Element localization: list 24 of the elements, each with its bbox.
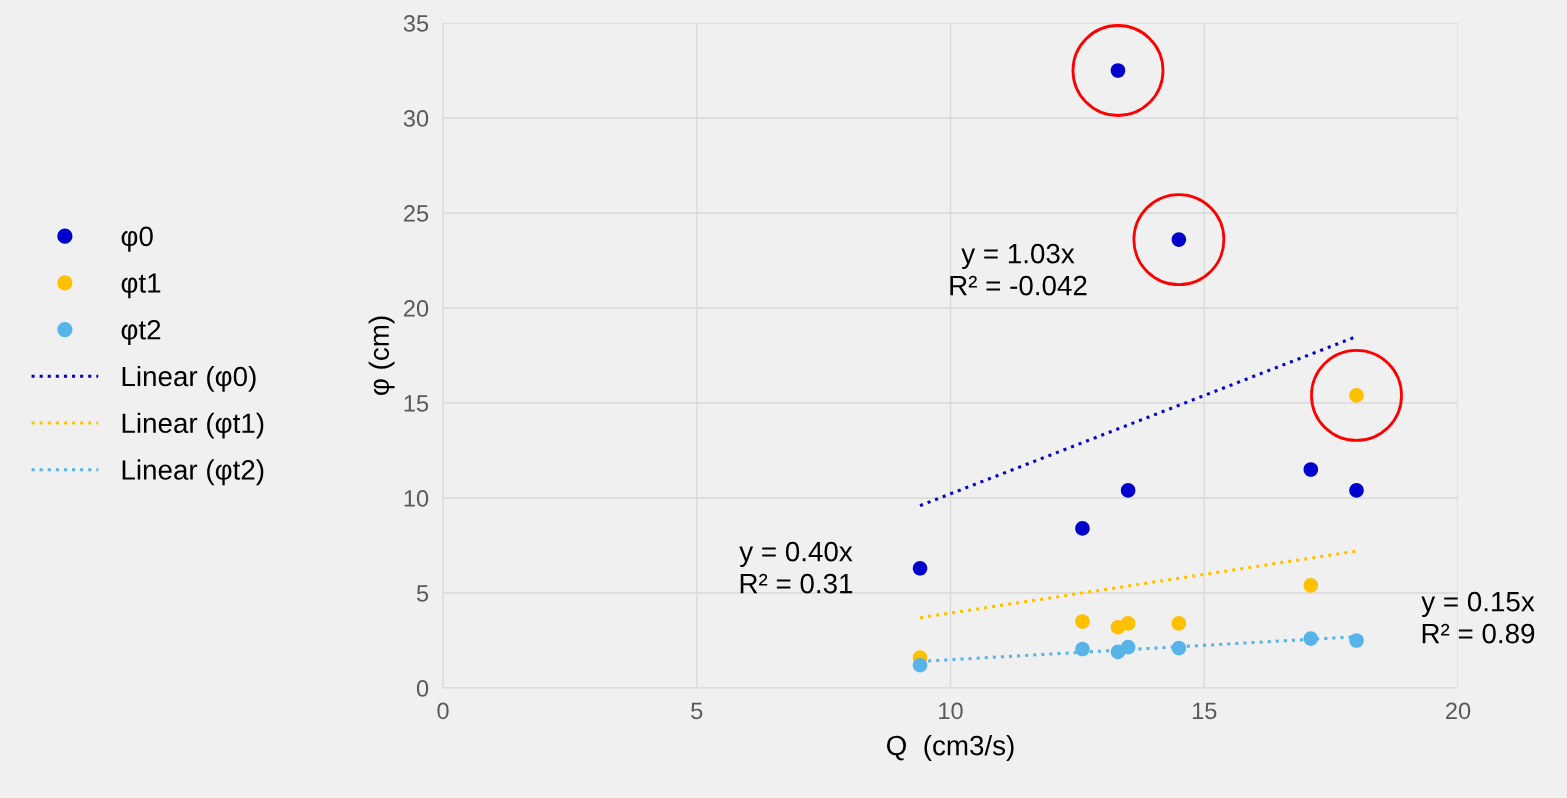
- y-tick-label: 15: [404, 395, 429, 412]
- x-tick-label: 0: [437, 702, 449, 720]
- y-axis-title: φ (cm): [368, 316, 395, 395]
- y-tick-label: 25: [404, 205, 429, 222]
- y-tick-label: 0: [416, 680, 429, 697]
- legend-label: φt1: [121, 273, 161, 299]
- legend-label: Linear (φ0): [122, 365, 256, 392]
- y-tick-label: 20: [404, 300, 429, 317]
- y-tick-label: 35: [403, 15, 429, 32]
- y-tick-label: 10: [404, 490, 429, 507]
- y-tick-label: 30: [403, 110, 429, 127]
- annotation: y = 0.15x R² = 0.89: [1421, 591, 1535, 644]
- x-tick-label: 20: [1446, 702, 1471, 720]
- annotation: y = 0.40x R² = 0.31: [739, 541, 853, 594]
- annotation: y = 1.03x R² = -0.042: [950, 243, 1087, 296]
- legend-label: φ0: [121, 226, 153, 252]
- x-tick-label: 15: [1192, 702, 1217, 720]
- legend-label: Linear (φt1): [122, 412, 264, 439]
- legend-label: φt2: [121, 319, 161, 346]
- y-tick-label: 5: [416, 585, 429, 602]
- x-axis-title: Q (cm3/s): [887, 735, 1014, 761]
- x-tick-label: 5: [691, 702, 703, 720]
- x-tick-label: 10: [939, 702, 963, 720]
- legend-label: Linear (φt2): [122, 459, 264, 486]
